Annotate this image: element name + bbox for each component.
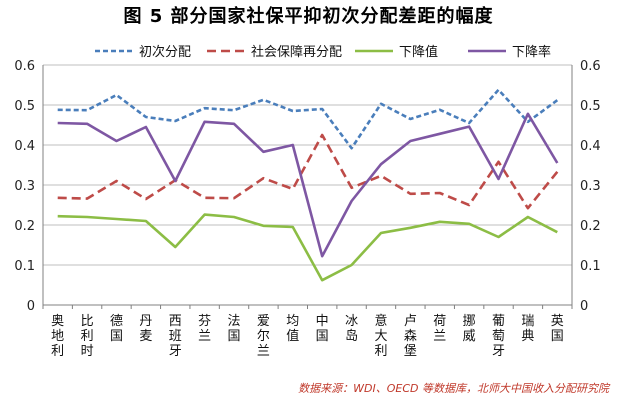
y-tick-label-left: 0.5 [14,99,35,114]
x-tick-label: 爱尔兰 [257,314,270,359]
y-tick-label-right: 0 [580,299,588,314]
y-tick-label-left: 0.6 [14,59,35,74]
x-tick-label: 奥地利 [51,314,64,359]
y-tick-label-left: 0.1 [14,259,35,274]
x-tick-label: 冰岛 [345,314,358,344]
y-tick-label-left: 0.2 [14,219,35,234]
x-tick-label: 意大利 [374,313,387,359]
source-note: 数据来源：WDI、OECD 等数据库，北师大中国收入分配研究院 [298,382,609,395]
y-tick-label-left: 0.4 [14,139,35,154]
legend-label: 社会保障再分配 [251,44,342,60]
series-line-2 [57,213,558,282]
x-tick-label: 卢森堡 [404,313,417,359]
series-line-0 [57,88,559,150]
chart-title: 图 5 部分国家社保平抑初次分配差距的幅度 [123,6,494,27]
x-tick-label: 葡萄牙 [492,314,505,359]
y-tick-label-left: 0 [27,299,35,314]
x-tick-label: 比利时 [81,314,94,359]
series-line-1 [57,133,559,210]
x-tick-label: 西班牙 [169,314,182,359]
x-tick-label: 荷兰 [433,314,446,344]
y-tick-label-right: 0.3 [580,179,601,194]
legend: 初次分配 社会保障再分配 下降值 下降率 [95,44,551,60]
x-tick-label: 芬兰 [198,314,211,344]
y-tick-label-right: 0.2 [580,219,601,234]
legend-label: 初次分配 [139,44,191,60]
x-tick-label: 德国 [110,314,123,344]
series-line-3 [57,112,559,258]
legend-label: 下降率 [512,44,551,60]
y-tick-label-right: 0.5 [580,99,601,114]
x-tick-label: 丹麦 [139,314,152,344]
series-lines [57,88,559,282]
legend-label: 下降值 [399,44,438,60]
x-tick-label: 均值 [286,314,299,344]
axes: 0 0 0.1 0.1 0.2 0.2 0.3 0.3 0.4 0.4 0.5 0.5 0.6 0.6 奥地… [14,59,600,359]
y-tick-label-right: 0.4 [580,139,601,154]
x-tick-label: 瑞典 [521,314,534,344]
x-tick-label: 法国 [228,314,241,344]
x-tick-label: 中国 [316,314,329,344]
y-tick-label-right: 0.6 [580,59,601,74]
x-tick-label: 英国 [551,314,564,344]
y-tick-label-right: 0.1 [580,259,601,274]
x-tick-label: 挪威 [463,314,476,344]
y-tick-label-left: 0.3 [14,179,35,194]
